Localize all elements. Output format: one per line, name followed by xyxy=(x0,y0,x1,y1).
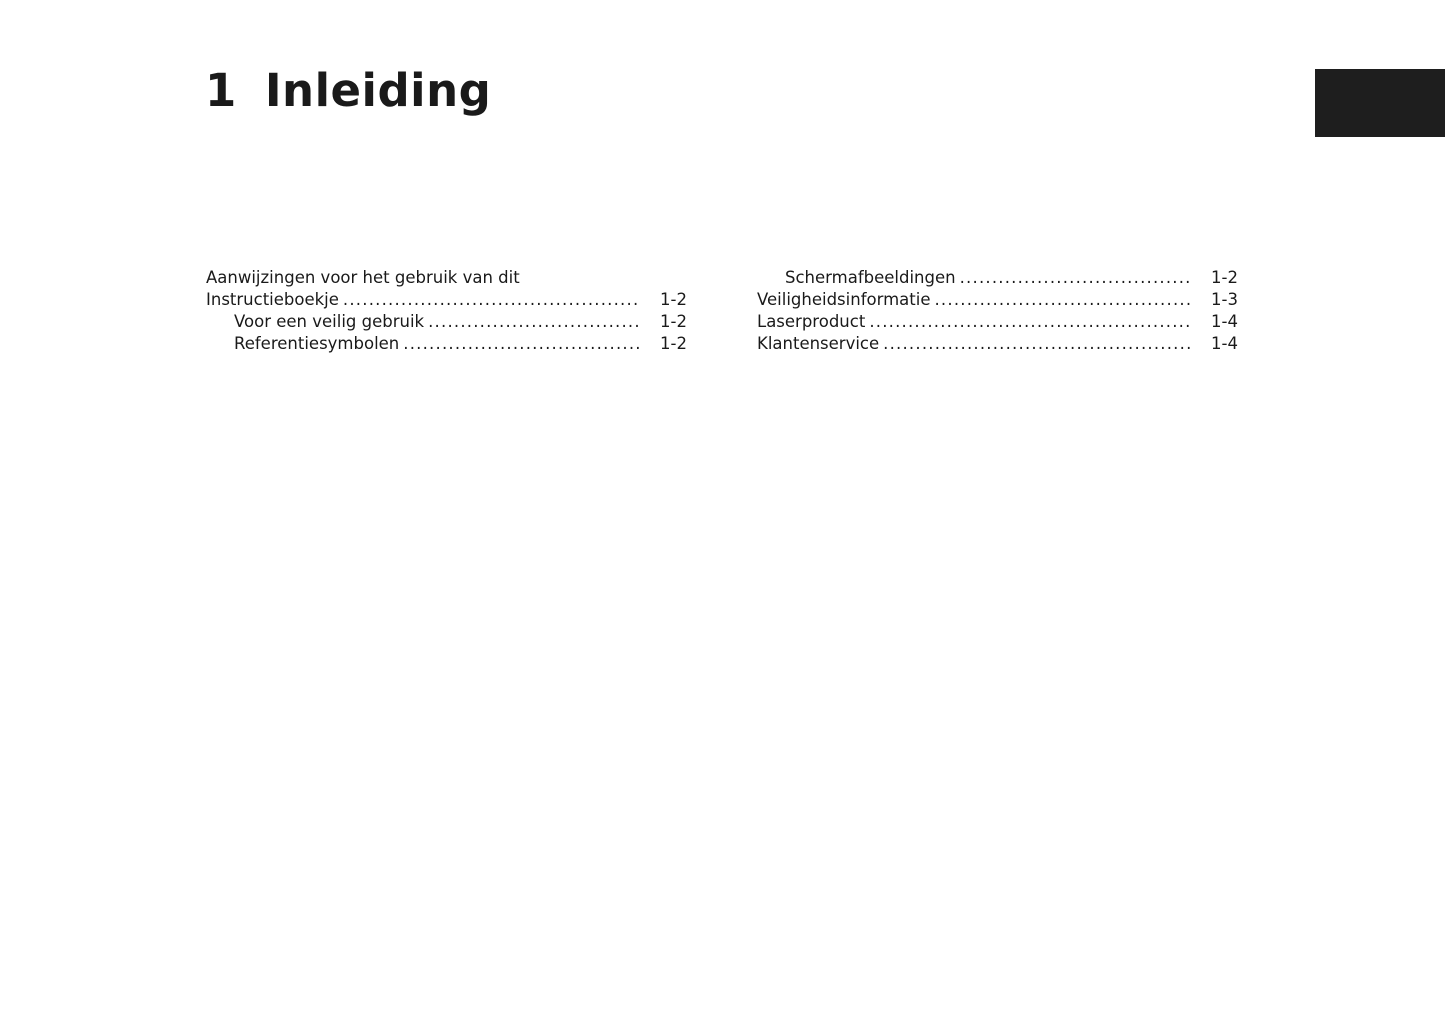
toc-entry-title: Referentiesymbolen xyxy=(234,334,400,353)
toc-entry-title: Schermafbeeldingen xyxy=(785,268,956,287)
toc-leader-dots xyxy=(960,267,1190,289)
toc-entry-page: 1-2 xyxy=(660,290,687,309)
chapter-number: 1 xyxy=(205,64,237,117)
toc-entry-page: 1-4 xyxy=(1211,312,1238,331)
toc-entry-page: 1-2 xyxy=(660,312,687,331)
toc-entry-page: 1-2 xyxy=(660,334,687,353)
toc-entry-title: Voor een veilig gebruik xyxy=(234,312,425,331)
toc-entry-title: Instructieboekje xyxy=(206,290,339,309)
toc-entry[interactable]: Referentiesymbolen 1-2 xyxy=(206,333,687,355)
toc-entry[interactable]: Klantenservice 1-4 xyxy=(757,333,1238,355)
toc-entry-title: Laserproduct xyxy=(757,312,866,331)
toc-entry[interactable]: Voor een veilig gebruik 1-2 xyxy=(206,311,687,333)
toc-entry-title: Veiligheidsinformatie xyxy=(757,290,931,309)
toc-entry[interactable]: Instructieboekje 1-2 xyxy=(206,289,687,311)
toc-right-column: Schermafbeeldingen 1-2 Veiligheidsinform… xyxy=(757,267,1238,355)
toc-leader-dots xyxy=(403,333,639,355)
chapter-title: 1 Inleiding xyxy=(205,64,491,117)
toc-leader-dots xyxy=(883,333,1190,355)
toc-entry[interactable]: Schermafbeeldingen 1-2 xyxy=(757,267,1238,289)
toc-entry-title: Klantenservice xyxy=(757,334,880,353)
chapter-tab-marker xyxy=(1315,69,1445,137)
toc-entry-page: 1-3 xyxy=(1211,290,1238,309)
toc-entry[interactable]: Laserproduct 1-4 xyxy=(757,311,1238,333)
toc-left-column: Aanwijzingen voor het gebruik van dit In… xyxy=(206,267,687,355)
toc-leader-dots xyxy=(343,289,639,311)
toc-entry-page: 1-4 xyxy=(1211,334,1238,353)
chapter-title-text: Inleiding xyxy=(264,64,492,117)
toc-heading-line[interactable]: Aanwijzingen voor het gebruik van dit xyxy=(206,268,520,287)
toc-leader-dots xyxy=(869,311,1190,333)
toc-entry[interactable]: Veiligheidsinformatie 1-3 xyxy=(757,289,1238,311)
toc-entry-page: 1-2 xyxy=(1211,268,1238,287)
toc-leader-dots xyxy=(934,289,1190,311)
toc-leader-dots xyxy=(428,311,639,333)
